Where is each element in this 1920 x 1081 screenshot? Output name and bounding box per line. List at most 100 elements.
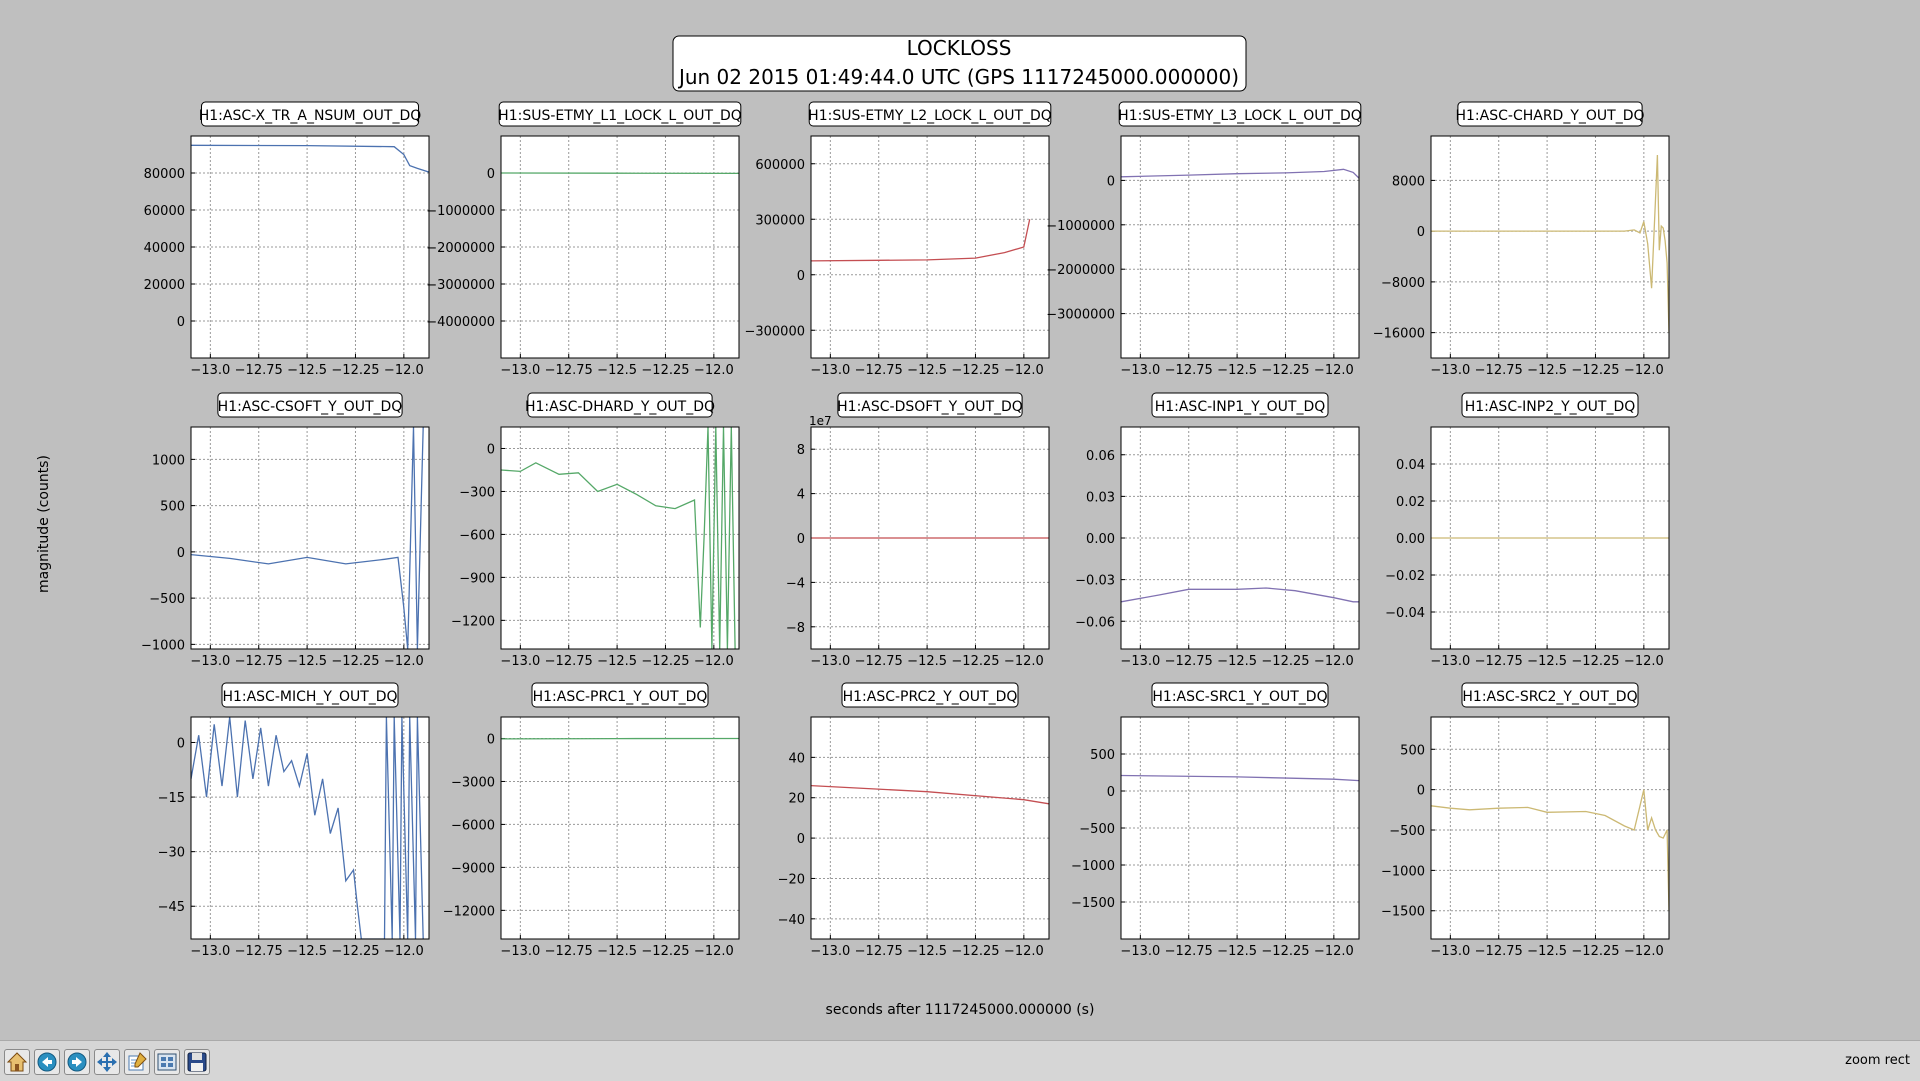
y-tick-label: −3000000: [1046, 308, 1115, 323]
x-tick-label: −12.25: [641, 654, 689, 669]
x-tick-label: −12.0: [694, 944, 734, 959]
x-tick-label: −12.25: [951, 944, 999, 959]
y-tick-label: −45: [158, 900, 185, 915]
x-tick-label: −12.0: [1004, 363, 1044, 378]
y-tick-label: −4000000: [426, 315, 495, 330]
figure-ylabel: magnitude (counts): [36, 455, 52, 593]
back-button[interactable]: [34, 1049, 60, 1075]
figure-subtitle: Jun 02 2015 01:49:44.0 UTC (GPS 11172450…: [677, 65, 1239, 89]
edit-zoom-icon: [126, 1051, 148, 1073]
y-tick-label: −1000000: [1046, 219, 1115, 234]
x-tick-label: −13.0: [1120, 363, 1160, 378]
x-tick-label: −12.0: [1004, 654, 1044, 669]
x-tick-label: −12.75: [235, 654, 283, 669]
y-tick-label: −1000: [1381, 864, 1425, 879]
y-tick-label: 0: [487, 167, 495, 182]
subplot-title: H1:ASC-INP1_Y_OUT_DQ: [1155, 399, 1326, 415]
save-button[interactable]: [184, 1049, 210, 1075]
y-tick-label: −0.02: [1385, 569, 1425, 584]
y-tick-label: −500: [149, 592, 185, 607]
x-tick-label: −12.25: [331, 363, 379, 378]
y-tick-label: 80000: [144, 167, 185, 182]
x-tick-label: −12.75: [855, 654, 903, 669]
y-tick-label: −15: [158, 791, 185, 806]
y-tick-label: 0.04: [1396, 458, 1425, 473]
x-tick-label: −13.0: [810, 363, 850, 378]
x-tick-label: −12.25: [1261, 944, 1309, 959]
subplot: −13.0−12.75−12.5−12.25−12.00−15−30−45H1:…: [158, 683, 429, 959]
x-tick-label: −12.0: [694, 363, 734, 378]
x-tick-label: −13.0: [1120, 654, 1160, 669]
subplot-title: H1:ASC-CSOFT_Y_OUT_DQ: [218, 399, 403, 415]
x-tick-label: −12.25: [1261, 363, 1309, 378]
y-tick-label: −3000: [451, 775, 495, 790]
y-tick-label: 0.02: [1396, 495, 1425, 510]
y-tick-label: −500: [1389, 824, 1425, 839]
x-tick-label: −12.5: [287, 654, 327, 669]
y-tick-label: −500: [1079, 822, 1115, 837]
y-tick-label: 0: [1417, 784, 1425, 799]
y-tick-label: 0: [797, 832, 805, 847]
y-tick-label: 0.06: [1086, 449, 1115, 464]
subplot-title: H1:SUS-ETMY_L3_LOCK_L_OUT_DQ: [1118, 108, 1362, 124]
subplot-title: H1:ASC-PRC2_Y_OUT_DQ: [843, 689, 1018, 705]
x-tick-label: −12.25: [1571, 944, 1619, 959]
x-tick-label: −12.0: [384, 944, 424, 959]
y-tick-label: 0: [797, 532, 805, 547]
y-tick-label: −4: [786, 576, 805, 591]
y-tick-label: −300000: [744, 324, 805, 339]
x-tick-label: −12.75: [1165, 654, 1213, 669]
x-tick-label: −12.75: [545, 944, 593, 959]
x-tick-label: −12.75: [545, 654, 593, 669]
x-tick-label: −13.0: [810, 944, 850, 959]
y-tick-label: −1500: [1071, 896, 1115, 911]
x-tick-label: −12.75: [1165, 944, 1213, 959]
y-tick-label: 600000: [755, 158, 805, 173]
y-tick-label: 500: [160, 500, 185, 515]
x-tick-label: −12.5: [1527, 654, 1567, 669]
pan-button[interactable]: [94, 1049, 120, 1075]
x-tick-label: −13.0: [1120, 944, 1160, 959]
x-tick-label: −13.0: [500, 363, 540, 378]
x-tick-label: −12.75: [1475, 363, 1523, 378]
zoom-button[interactable]: [124, 1049, 150, 1075]
x-tick-label: −12.0: [694, 654, 734, 669]
x-tick-label: −12.75: [1475, 944, 1523, 959]
x-tick-label: −12.75: [235, 944, 283, 959]
y-tick-label: 0: [177, 736, 185, 751]
forward-button[interactable]: [64, 1049, 90, 1075]
move-arrows-icon: [96, 1051, 118, 1073]
x-tick-label: −13.0: [190, 363, 230, 378]
x-tick-label: −12.0: [1624, 363, 1664, 378]
x-tick-label: −12.5: [597, 363, 637, 378]
y-tick-label: 0.03: [1086, 490, 1115, 505]
axes-background: [191, 427, 429, 649]
x-tick-label: −12.75: [545, 363, 593, 378]
y-tick-label: 0: [487, 732, 495, 747]
axes-background: [501, 136, 739, 358]
x-tick-label: −12.0: [1624, 944, 1664, 959]
home-button[interactable]: [4, 1049, 30, 1075]
y-tick-label: 40000: [144, 241, 185, 256]
x-tick-label: −12.5: [1527, 944, 1567, 959]
y-tick-label: 0: [487, 442, 495, 457]
x-tick-label: −12.5: [907, 944, 947, 959]
y-tick-label: 500: [1090, 748, 1115, 763]
x-tick-label: −12.0: [1624, 654, 1664, 669]
y-tick-label: −900: [459, 571, 495, 586]
x-tick-label: −12.5: [287, 363, 327, 378]
subplot-title: H1:ASC-PRC1_Y_OUT_DQ: [533, 689, 708, 705]
subplot: −13.0−12.75−12.5−12.25−12.040200−20−40H1…: [778, 683, 1049, 959]
x-tick-label: −12.0: [384, 654, 424, 669]
x-tick-label: −12.25: [1571, 654, 1619, 669]
arrow-right-icon: [66, 1051, 88, 1073]
x-tick-label: −12.25: [641, 363, 689, 378]
y-offset-label: 1e7: [809, 414, 832, 428]
x-tick-label: −12.25: [331, 944, 379, 959]
y-tick-label: 0: [797, 269, 805, 284]
y-tick-label: −1000: [141, 638, 185, 653]
x-tick-label: −13.0: [190, 654, 230, 669]
subplots-button[interactable]: [154, 1049, 180, 1075]
axes-background: [501, 427, 739, 649]
y-tick-label: −8: [786, 621, 805, 636]
